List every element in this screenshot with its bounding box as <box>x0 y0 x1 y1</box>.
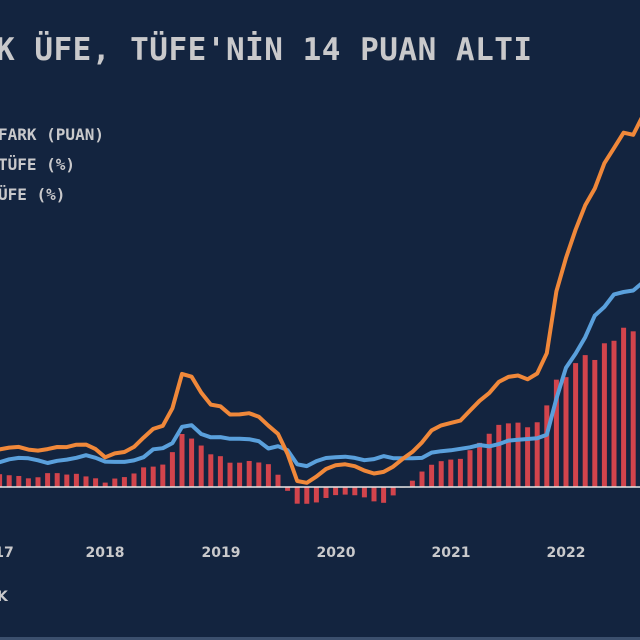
fark-bar <box>486 433 492 487</box>
chart-title: K ÜFE, TÜFE'NİN 14 PUAN ALTI <box>0 32 533 68</box>
fark-bar <box>73 473 79 487</box>
fark-bar <box>169 452 175 487</box>
fark-bar <box>371 487 377 502</box>
tufe-line <box>0 282 640 469</box>
fark-bar <box>121 477 127 487</box>
fark-bar <box>438 461 444 487</box>
fark-bar <box>64 474 70 487</box>
fark-bar <box>477 442 483 487</box>
legend-fark: FARK (PUAN) <box>0 125 104 144</box>
fark-bar <box>131 473 137 487</box>
fark-bar <box>457 458 463 487</box>
fark-bar <box>83 476 89 487</box>
fark-bar <box>544 405 550 487</box>
fark-bar <box>361 487 367 498</box>
fark-bar <box>16 475 22 487</box>
x-tick-label: 2022 <box>546 545 586 561</box>
fark-bar <box>409 480 415 487</box>
fark-bar <box>227 462 233 487</box>
fark-bar <box>256 462 262 487</box>
fark-bar <box>93 478 99 487</box>
fark-bar <box>448 459 454 487</box>
fark-bar <box>275 474 281 487</box>
fark-bar <box>390 487 396 496</box>
fark-bar <box>515 422 521 487</box>
fark-bar <box>294 487 300 504</box>
fark-bar <box>237 462 243 487</box>
fark-bar <box>601 343 607 487</box>
fark-bar <box>630 331 636 487</box>
fark-bar <box>419 471 425 487</box>
fark-bar <box>25 478 31 487</box>
fark-bar <box>265 464 271 487</box>
fark-bar <box>429 464 435 487</box>
fark-bar <box>102 482 108 487</box>
fark-bar <box>621 327 627 487</box>
fark-bar <box>505 423 511 487</box>
x-tick-label: 2021 <box>431 545 471 561</box>
fark-bar <box>6 475 12 487</box>
fark-bar <box>573 363 579 487</box>
fark-bar <box>304 487 310 504</box>
fark-bar <box>553 379 559 487</box>
fark-bar <box>112 478 118 487</box>
fark-bar <box>582 355 588 487</box>
fark-bar <box>246 460 252 487</box>
x-tick-label: 2018 <box>85 545 125 561</box>
legend-tufe: TÜFE (%) <box>0 155 76 174</box>
fark-bar <box>333 487 339 496</box>
fark-bar <box>563 377 569 487</box>
fark-bar <box>160 464 166 487</box>
fark-bar <box>496 424 502 487</box>
fark-bar <box>217 456 223 487</box>
fark-bar <box>54 473 60 487</box>
bottom-rule <box>0 637 640 640</box>
fark-bar <box>45 473 51 487</box>
fark-bar <box>285 487 291 491</box>
fark-bar <box>611 340 617 487</box>
fark-bar <box>352 487 358 496</box>
x-tick-label: 2019 <box>201 545 241 561</box>
fark-bar <box>35 477 41 487</box>
fark-bar <box>381 487 387 503</box>
fark-bar <box>150 466 156 487</box>
ufe-line <box>0 116 640 485</box>
fark-bar <box>313 487 319 503</box>
fark-bar <box>534 422 540 487</box>
fark-bar <box>525 427 531 487</box>
fark-bar <box>179 434 185 487</box>
legend-ufe: ÜFE (%) <box>0 185 66 204</box>
fark-bar <box>467 450 473 487</box>
fark-bar <box>323 487 329 498</box>
fark-bar <box>198 445 204 487</box>
x-tick-label: 17 <box>0 545 14 561</box>
fark-bar <box>208 454 214 487</box>
fark-bar <box>189 438 195 487</box>
x-tick-label: 2020 <box>316 545 356 561</box>
fark-bar <box>342 487 348 495</box>
fark-bar <box>0 474 3 487</box>
fark-bar <box>141 467 147 487</box>
source-label: K <box>0 589 8 605</box>
fark-bar <box>592 359 598 487</box>
